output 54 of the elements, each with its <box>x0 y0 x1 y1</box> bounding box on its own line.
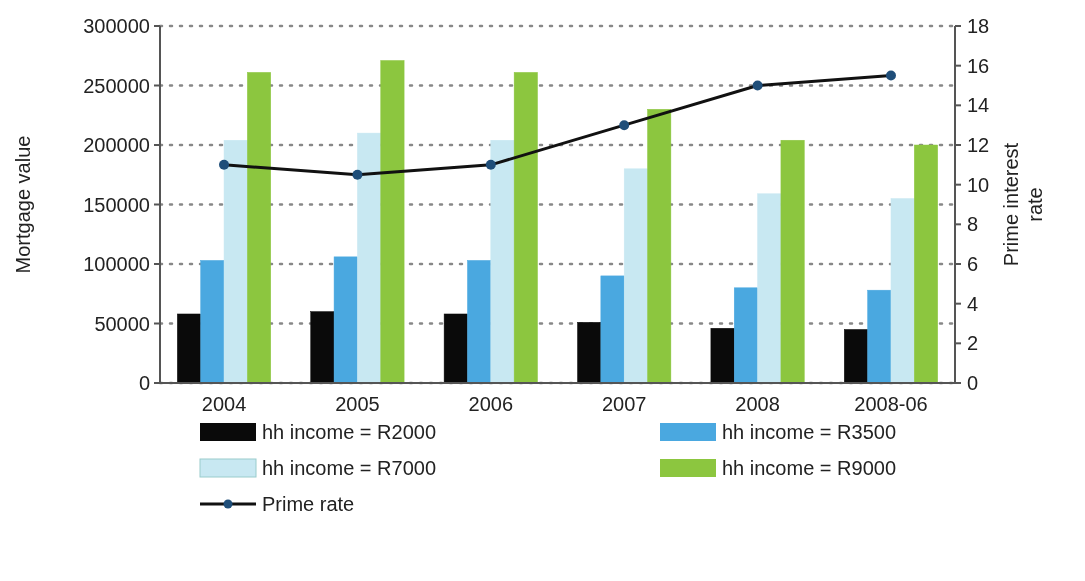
bar <box>577 322 602 384</box>
bar <box>710 328 735 384</box>
y2-tick-label: 4 <box>967 292 979 315</box>
bar <box>513 72 538 384</box>
x-tick-label: 2006 <box>468 393 514 415</box>
legend-label: hh income = R2000 <box>262 421 437 443</box>
legend-label: Prime rate <box>262 493 355 515</box>
bar <box>247 72 271 384</box>
y2-tick-label: 18 <box>967 15 990 37</box>
bar <box>490 139 515 384</box>
bar <box>733 287 758 384</box>
bar <box>780 139 805 384</box>
bar <box>623 168 648 384</box>
y2-tick-label: 10 <box>967 173 990 196</box>
bar <box>310 311 335 384</box>
y-axis-title: Mortgage value <box>12 135 34 274</box>
bar <box>200 260 225 384</box>
bar <box>844 329 868 384</box>
bar <box>467 260 492 384</box>
y2-tick-label: 8 <box>967 213 979 236</box>
y2-tick-label: 6 <box>967 253 979 275</box>
y-tick-label: 300000 <box>83 15 150 37</box>
bar <box>443 313 468 384</box>
x-tick-label: 2007 <box>601 393 647 415</box>
legend-label: hh income = R7000 <box>262 457 437 479</box>
x-tick-label: 2008-06 <box>854 393 928 415</box>
bar <box>867 289 892 384</box>
x-tick-label: 2005 <box>335 393 380 415</box>
y2-tick-label: 2 <box>967 332 979 355</box>
y-tick-label: 250000 <box>83 74 150 97</box>
y2-tick-label: 0 <box>967 372 979 394</box>
y-tick-label: 100000 <box>83 253 150 275</box>
y2-tick-label: 12 <box>967 134 990 156</box>
y-tick-label: 0 <box>138 372 150 394</box>
bar <box>357 132 382 384</box>
legend-label: hh income = R3500 <box>722 421 897 443</box>
bar <box>757 193 782 384</box>
y-tick-label: 50000 <box>94 312 150 335</box>
y-tick-label: 200000 <box>83 134 150 156</box>
bar <box>177 313 201 384</box>
y-tick-label: 150000 <box>83 193 150 216</box>
x-tick-label: 2004 <box>201 393 247 415</box>
bar <box>223 139 248 384</box>
bar <box>647 109 672 384</box>
bar <box>890 198 915 384</box>
y2-axis-title: Prime interest rate <box>1000 142 1046 267</box>
bar <box>333 256 358 384</box>
x-tick-label: 2008 <box>735 393 780 415</box>
bar <box>380 60 405 384</box>
y2-tick-label: 14 <box>967 94 990 117</box>
bar <box>914 144 938 384</box>
legend-label: hh income = R9000 <box>722 457 897 479</box>
bar <box>600 275 625 384</box>
y2-tick-label: 16 <box>967 54 990 77</box>
